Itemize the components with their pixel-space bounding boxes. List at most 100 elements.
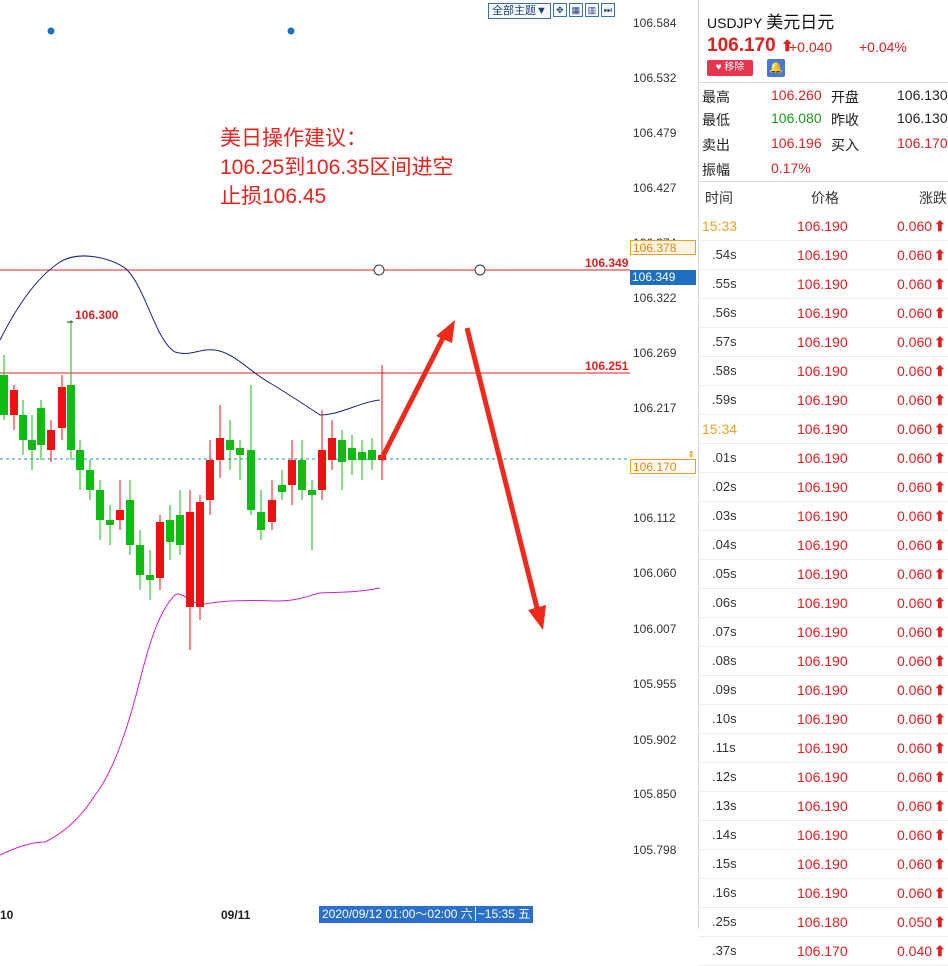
- tick-row[interactable]: .03s 106.190 0.060 ⬆: [699, 502, 948, 531]
- tick-row[interactable]: .37s 106.170 0.040 ⬆: [699, 937, 948, 966]
- candle-body: [247, 450, 255, 510]
- up-arrow-icon: ⬆: [934, 392, 946, 408]
- tick-row[interactable]: 15:34 106.190 0.060 ⬆: [699, 415, 948, 444]
- tick-row[interactable]: .59s 106.190 0.060 ⬆: [699, 386, 948, 415]
- tick-time: .08s: [712, 653, 737, 668]
- line-handle[interactable]: [373, 264, 385, 276]
- tick-row[interactable]: .05s 106.190 0.060 ⬆: [699, 560, 948, 589]
- upper-band-line: [0, 255, 381, 416]
- symbol-code: USDJPY: [707, 15, 763, 31]
- candle-body: [37, 408, 45, 445]
- tick-row[interactable]: .13s 106.190 0.060 ⬆: [699, 792, 948, 821]
- up-arrow-icon: ⬆: [934, 595, 946, 611]
- stat-row: 最低 106.080 昨收 106.130: [699, 107, 948, 129]
- price-tick-label: 106.532: [633, 71, 677, 85]
- up-arrow-icon: ⬆: [934, 798, 946, 814]
- candle-body: [47, 430, 55, 450]
- tick-row[interactable]: .57s 106.190 0.060 ⬆: [699, 328, 948, 357]
- tick-change: 0.060: [897, 885, 933, 901]
- tick-row[interactable]: .09s 106.190 0.060 ⬆: [699, 676, 948, 705]
- stat-label: 振幅: [702, 162, 730, 178]
- candlestick-chart[interactable]: 106.300 106.349 106.251 全部主题▼ ✥ ▦ ▥ ⏭ 美日…: [0, 0, 630, 929]
- tick-change: 0.060: [897, 566, 933, 582]
- theme-dropdown[interactable]: 全部主题▼: [488, 3, 551, 19]
- up-arrow-icon: ⬆: [934, 450, 946, 466]
- tick-row[interactable]: .16s 106.190 0.060 ⬆: [699, 879, 948, 908]
- tick-row[interactable]: .56s 106.190 0.060 ⬆: [699, 299, 948, 328]
- chart-canvas[interactable]: 106.300 106.349 106.251: [0, 0, 630, 929]
- up-arrow-icon: ⬆: [934, 827, 946, 843]
- tick-row[interactable]: .14s 106.190 0.060 ⬆: [699, 821, 948, 850]
- tick-row[interactable]: .06s 106.190 0.060 ⬆: [699, 589, 948, 618]
- up-arrow-icon: ⬆: [934, 885, 946, 901]
- line-handle[interactable]: [474, 264, 486, 276]
- candle-body: [368, 450, 376, 460]
- stat-value: 106.080: [771, 110, 822, 126]
- tick-row[interactable]: .07s 106.190 0.060 ⬆: [699, 618, 948, 647]
- layout-icon[interactable]: ▥: [584, 3, 599, 17]
- bell-icon[interactable]: 🔔: [767, 59, 785, 77]
- tick-row[interactable]: .04s 106.190 0.060 ⬆: [699, 531, 948, 560]
- tick-change: 0.060: [897, 276, 933, 292]
- price-tick-label: 106.322: [633, 291, 677, 305]
- ticks-header: 时间 价格 涨跌: [699, 186, 948, 208]
- up-arrow-icon: ⬆: [934, 711, 946, 727]
- price-marker-icon: ⇞: [687, 450, 696, 461]
- price-tick-label: 106.217: [633, 401, 677, 415]
- tick-time: .16s: [712, 885, 737, 900]
- tick-row[interactable]: .12s 106.190 0.060 ⬆: [699, 763, 948, 792]
- divider: [699, 82, 948, 83]
- tick-time: .55s: [712, 276, 737, 291]
- up-arrow-icon: ⬆: [934, 363, 946, 379]
- tick-row[interactable]: .54s 106.190 0.060 ⬆: [699, 241, 948, 270]
- tick-row[interactable]: .02s 106.190 0.060 ⬆: [699, 473, 948, 502]
- candle-body: [166, 520, 174, 542]
- tick-time: .04s: [712, 537, 737, 552]
- tick-change: 0.060: [897, 305, 933, 321]
- price-axis[interactable]: 106.584106.532106.479106.427106.374106.3…: [630, 0, 698, 929]
- candles-group: [0, 320, 386, 650]
- time-axis: 10 09/11: [0, 906, 630, 924]
- current-price-label: 106.170: [630, 459, 696, 474]
- price-tick-label: 105.850: [633, 787, 677, 801]
- tick-time: .13s: [712, 798, 737, 813]
- annotation-line: 止损106.45: [220, 185, 327, 208]
- grid-icon[interactable]: ▦: [568, 3, 583, 17]
- heart-icon: ♥: [715, 62, 722, 73]
- tick-change: 0.060: [897, 827, 933, 843]
- tick-change: 0.060: [897, 798, 933, 814]
- chart-toolbar: 全部主题▼ ✥ ▦ ▥ ⏭: [488, 3, 615, 19]
- tick-time: .06s: [712, 595, 737, 610]
- tick-row[interactable]: 15:33 106.190 0.060 ⬆: [699, 212, 948, 241]
- tick-price: 106.190: [797, 885, 848, 901]
- up-arrow-icon: ⬆: [934, 247, 946, 263]
- crosshair-date-text: 2020/09/12 01:00～02:00 六: [322, 907, 473, 921]
- candle-body: [58, 387, 66, 428]
- tick-row[interactable]: .01s 106.190 0.060 ⬆: [699, 444, 948, 473]
- up-arrow-icon: ⬆: [934, 566, 946, 582]
- tick-row[interactable]: .11s 106.190 0.060 ⬆: [699, 734, 948, 763]
- candle-body: [298, 460, 306, 490]
- projection-arrows: [378, 320, 546, 630]
- forward-icon[interactable]: ⏭: [600, 3, 615, 17]
- tick-row[interactable]: .08s 106.190 0.060 ⬆: [699, 647, 948, 676]
- symbol-name: 美元日元: [766, 13, 835, 32]
- tick-row[interactable]: .55s 106.190 0.060 ⬆: [699, 270, 948, 299]
- tick-row[interactable]: .15s 106.190 0.060 ⬆: [699, 850, 948, 879]
- tick-time: .09s: [712, 682, 737, 697]
- candle-body: [176, 515, 184, 545]
- candle-body: [19, 415, 27, 440]
- expand-icon[interactable]: ✥: [552, 3, 567, 17]
- tick-row[interactable]: .58s 106.190 0.060 ⬆: [699, 357, 948, 386]
- up-arrow-icon: ⬆: [934, 305, 946, 321]
- ticks-list[interactable]: 15:33 106.190 0.060 ⬆ .54s 106.190 0.060 ⬆ .55s 1…: [699, 212, 948, 966]
- tick-change: 0.060: [897, 653, 933, 669]
- up-arrow-icon: ⬆: [934, 537, 946, 553]
- remove-watchlist-button[interactable]: ♥ 移除: [707, 60, 753, 76]
- tick-row[interactable]: .10s 106.190 0.060 ⬆: [699, 705, 948, 734]
- tick-row[interactable]: .25s 106.180 0.050 ⬆: [699, 908, 948, 937]
- hline-label-106251: 106.251: [585, 359, 629, 373]
- price-label-106349: 106.349: [630, 270, 696, 285]
- tick-change: 0.060: [897, 740, 933, 756]
- tick-change: 0.060: [897, 392, 933, 408]
